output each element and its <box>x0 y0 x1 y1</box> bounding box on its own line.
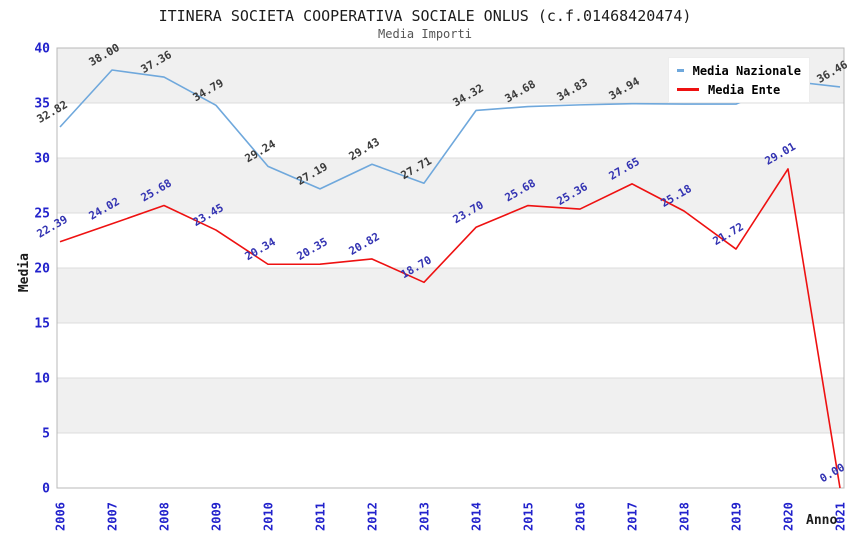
x-axis-title: Anno <box>806 513 838 528</box>
y-tick-label: 10 <box>34 372 50 387</box>
y-tick-label: 35 <box>34 97 50 112</box>
legend-label-media-ente: Media Ente <box>708 82 781 97</box>
x-tick-label: 2011 <box>314 502 328 531</box>
x-tick-label: 2015 <box>522 502 536 531</box>
y-axis-title: Media <box>17 253 32 293</box>
x-tick-label: 2020 <box>782 502 796 531</box>
chart-subtitle: Media Importi <box>378 27 472 41</box>
x-tick-label: 2007 <box>106 502 120 531</box>
grid-band <box>57 268 844 323</box>
y-tick-label: 5 <box>42 427 50 442</box>
x-tick-label: 2019 <box>730 502 744 531</box>
series-line-media-ente <box>59 168 841 489</box>
data-point-label: 0.00 <box>818 461 847 486</box>
y-tick-label: 15 <box>34 317 50 332</box>
x-tick-label: 2006 <box>54 502 68 531</box>
x-tick-label: 2009 <box>210 502 224 531</box>
x-tick-label: 2017 <box>626 502 640 531</box>
y-tick-label: 25 <box>34 207 50 222</box>
x-tick-label: 2014 <box>470 502 484 531</box>
y-tick-label: 30 <box>34 152 50 167</box>
data-point-label: 20.82 <box>347 230 382 258</box>
legend-swatch-media-ente <box>677 88 699 91</box>
grid-band <box>57 378 844 433</box>
grid-band <box>57 158 844 213</box>
x-tick-label: 2016 <box>574 502 588 531</box>
series-line-media-nazionale <box>59 69 841 190</box>
x-tick-label: 2013 <box>418 502 432 531</box>
x-tick-label: 2008 <box>158 502 172 531</box>
legend: Media Nazionale Media Ente <box>668 57 810 103</box>
y-tick-label: 20 <box>34 262 50 277</box>
y-tick-label: 0 <box>42 482 50 497</box>
chart-title: ITINERA SOCIETA COOPERATIVA SOCIALE ONLU… <box>158 7 692 25</box>
plot-frame <box>56 47 845 489</box>
y-tick-label: 40 <box>34 42 50 57</box>
legend-swatch-media-nazionale <box>677 69 684 72</box>
legend-item-media-nazionale: Media Nazionale <box>677 64 801 78</box>
data-point-label: 20.35 <box>295 235 330 263</box>
x-tick-label: 2018 <box>678 502 692 531</box>
legend-label-media-nazionale: Media Nazionale <box>692 63 801 78</box>
x-tick-label: 2021 <box>834 502 848 531</box>
x-tick-label: 2012 <box>366 502 380 531</box>
legend-item-media-ente: Media Ente <box>677 83 801 97</box>
x-tick-label: 2010 <box>262 502 276 531</box>
